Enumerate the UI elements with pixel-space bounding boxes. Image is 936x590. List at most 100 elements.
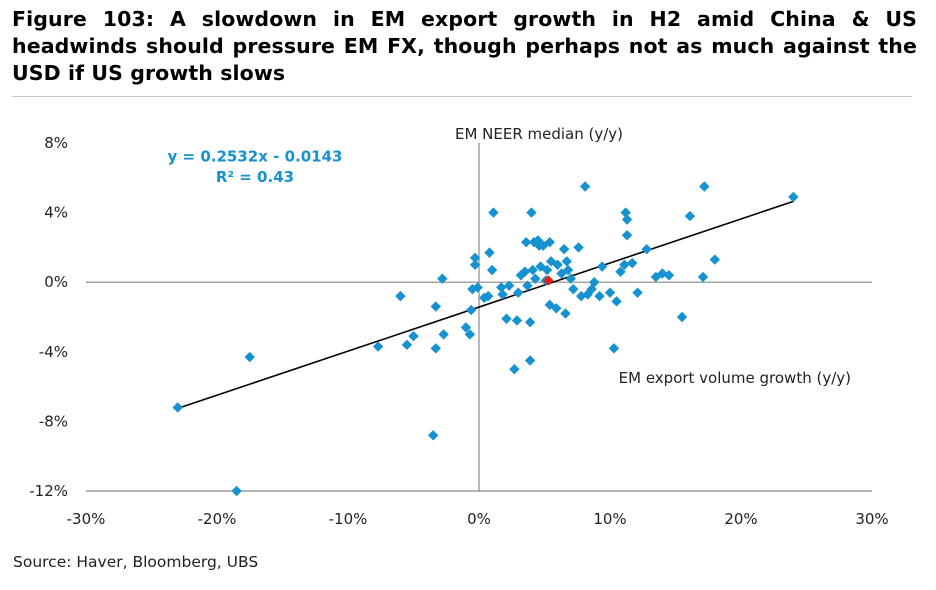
x-tick-label: -20% xyxy=(198,510,237,528)
data-point xyxy=(552,259,563,270)
data-point xyxy=(530,273,541,284)
x-tick-label: 20% xyxy=(724,510,757,528)
data-point xyxy=(469,259,481,270)
data-point xyxy=(627,257,638,269)
data-point xyxy=(558,243,570,255)
data-point xyxy=(594,290,605,302)
data-point xyxy=(244,351,255,363)
data-point xyxy=(544,236,555,248)
data-point xyxy=(615,266,626,277)
data-point xyxy=(582,289,593,300)
data-point xyxy=(522,280,533,291)
data-point xyxy=(620,207,631,218)
highlight-data-point xyxy=(543,275,554,286)
data-point xyxy=(520,236,532,248)
data-point xyxy=(515,270,527,281)
data-point xyxy=(427,430,439,441)
data-point xyxy=(535,261,546,272)
data-point xyxy=(469,252,481,264)
data-point xyxy=(372,341,384,352)
data-point xyxy=(513,287,524,298)
labels-layer: -30% -20% -10% 0% 10% 20% 30% 8% 4% 0% -4% -8% -12% E… xyxy=(29,125,888,528)
data-point xyxy=(604,287,616,298)
data-point xyxy=(488,207,499,218)
data-point xyxy=(684,210,696,222)
y-tick-label: -12% xyxy=(29,482,68,500)
y-tick-label: -4% xyxy=(39,343,68,361)
data-point xyxy=(619,259,630,270)
data-point xyxy=(524,355,536,366)
y-tick-label: 8% xyxy=(44,134,68,152)
x-tick-label: 0% xyxy=(467,510,491,528)
data-point xyxy=(621,214,633,225)
data-point xyxy=(568,283,579,295)
data-point xyxy=(172,402,183,413)
data-point xyxy=(560,308,571,319)
data-point xyxy=(527,264,538,276)
data-point xyxy=(231,485,242,497)
figure-title: Figure 103: A slowdown in EM export grow… xyxy=(12,7,917,85)
data-point xyxy=(496,282,507,293)
y-tick-label: 0% xyxy=(44,273,68,291)
data-point xyxy=(586,283,597,295)
data-point xyxy=(608,343,620,354)
data-point xyxy=(460,322,472,333)
data-point xyxy=(709,254,720,265)
data-point xyxy=(561,256,572,267)
data-point xyxy=(408,330,419,342)
data-point xyxy=(430,301,441,312)
x-tick-label: -10% xyxy=(329,510,368,528)
data-point xyxy=(697,271,709,283)
x-tick-label: 30% xyxy=(855,510,888,528)
x-tick-label: 10% xyxy=(593,510,626,528)
data-point xyxy=(437,273,448,284)
source-note: Source: Haver, Bloomberg, UBS xyxy=(13,553,259,571)
y-axis-title: EM NEER median (y/y) xyxy=(455,125,623,143)
data-point xyxy=(464,329,476,340)
data-point xyxy=(565,273,576,284)
data-point xyxy=(511,315,523,326)
data-point xyxy=(401,339,413,351)
data-point xyxy=(562,264,574,276)
data-point xyxy=(650,271,662,283)
data-point xyxy=(611,296,622,307)
data-point xyxy=(632,287,643,298)
data-point xyxy=(438,329,449,340)
data-point xyxy=(532,235,544,246)
data-point xyxy=(501,313,512,324)
data-point xyxy=(482,290,494,302)
data-point xyxy=(575,290,587,302)
data-point xyxy=(497,289,508,300)
data-point xyxy=(699,181,710,192)
data-point xyxy=(579,181,591,192)
data-point xyxy=(503,280,515,291)
x-tick-label: -30% xyxy=(67,510,106,528)
data-point xyxy=(509,364,520,375)
trendline-layer xyxy=(177,200,794,410)
data-point xyxy=(524,317,536,328)
data-point xyxy=(541,264,553,276)
data-point xyxy=(621,230,633,241)
data-point xyxy=(663,270,675,281)
x-axis-title: EM export volume growth (y/y) xyxy=(619,369,851,387)
trendline-r-squared: R² = 0.43 xyxy=(216,168,294,186)
data-point xyxy=(486,264,498,276)
data-point xyxy=(395,290,406,302)
trendline xyxy=(177,200,794,410)
points-layer xyxy=(172,181,799,497)
data-point xyxy=(788,191,799,203)
data-point xyxy=(573,242,584,253)
title-divider xyxy=(12,96,912,97)
data-point xyxy=(545,256,557,267)
data-point xyxy=(465,304,477,316)
y-tick-label: 4% xyxy=(44,204,68,222)
data-point xyxy=(676,311,688,323)
data-point xyxy=(551,303,562,314)
data-point xyxy=(526,207,537,218)
trendline-equation: y = 0.2532x - 0.0143 xyxy=(168,147,343,165)
data-point xyxy=(472,282,483,293)
y-tick-label: -8% xyxy=(39,412,68,430)
data-point xyxy=(484,247,495,258)
data-point xyxy=(430,343,441,354)
